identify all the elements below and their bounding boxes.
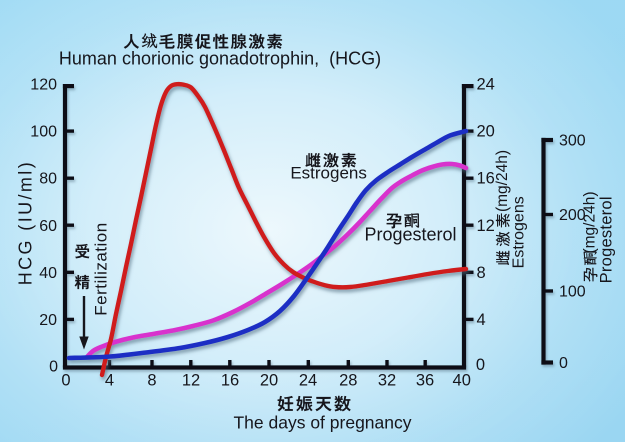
- svg-text:16: 16: [477, 170, 495, 188]
- svg-text:100: 100: [559, 284, 586, 301]
- svg-text:36: 36: [416, 372, 434, 390]
- svg-text:16: 16: [221, 372, 239, 390]
- svg-text:Estrogens: Estrogens: [290, 164, 367, 183]
- svg-text:120: 120: [30, 77, 57, 94]
- svg-text:80: 80: [39, 171, 57, 188]
- svg-text:40: 40: [453, 372, 471, 390]
- svg-text:0: 0: [49, 359, 58, 376]
- svg-text:40: 40: [39, 265, 57, 282]
- svg-text:4: 4: [105, 372, 114, 390]
- svg-text:Estrogens: Estrogens: [511, 196, 528, 268]
- svg-text:200: 200: [559, 207, 586, 224]
- svg-text:12: 12: [182, 372, 200, 390]
- svg-text:20: 20: [260, 372, 278, 390]
- svg-text:Progesterol: Progesterol: [364, 225, 456, 245]
- svg-text:(mg/24h): (mg/24h): [582, 191, 599, 253]
- svg-text:300: 300: [559, 133, 586, 150]
- svg-text:8: 8: [477, 264, 486, 282]
- svg-text:4: 4: [477, 311, 486, 329]
- svg-text:28: 28: [339, 372, 357, 390]
- svg-text:0: 0: [559, 355, 568, 372]
- svg-text:24: 24: [299, 372, 317, 390]
- svg-text:Fertilization: Fertilization: [92, 222, 111, 315]
- svg-text:0: 0: [476, 356, 485, 374]
- svg-text:20: 20: [39, 312, 57, 329]
- svg-text:The days of pregnancy: The days of pregnancy: [233, 412, 411, 432]
- svg-text:60: 60: [39, 218, 57, 235]
- svg-text:24: 24: [477, 76, 495, 94]
- svg-text:20: 20: [477, 123, 495, 141]
- svg-text:100: 100: [30, 124, 57, 141]
- svg-text:(mg/24h): (mg/24h): [494, 150, 511, 212]
- svg-text:0: 0: [61, 372, 70, 390]
- svg-text:Human chorionic gonadotrophin,: Human chorionic gonadotrophin, (HCG): [59, 49, 381, 69]
- svg-text:12: 12: [477, 217, 495, 235]
- svg-text:8: 8: [147, 372, 156, 390]
- svg-text:HCG (IU/ml): HCG (IU/ml): [16, 160, 36, 285]
- svg-text:Progesterol: Progesterol: [598, 196, 616, 283]
- svg-text:32: 32: [378, 372, 396, 390]
